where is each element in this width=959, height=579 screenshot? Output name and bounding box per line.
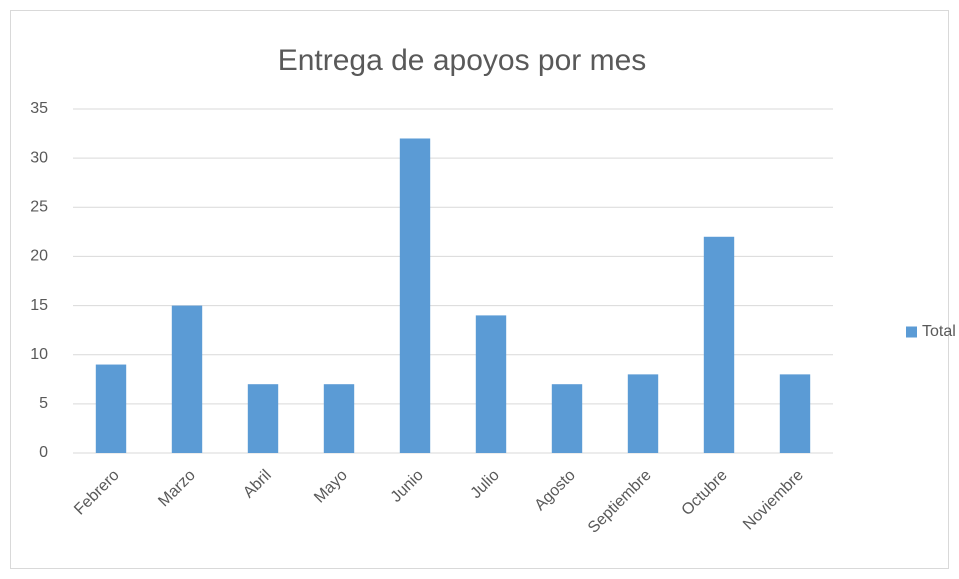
- y-tick-label: 20: [30, 248, 48, 265]
- y-tick-label: 35: [30, 100, 48, 117]
- bar: [475, 315, 507, 453]
- bar: [171, 305, 203, 453]
- y-tick-label: 5: [39, 395, 48, 412]
- y-tick-label: 15: [30, 297, 48, 314]
- chart-title: Entrega de apoyos por mes: [278, 44, 647, 77]
- y-tick-label: 10: [30, 346, 48, 363]
- y-tick-label: 25: [30, 199, 48, 216]
- bar: [703, 236, 735, 453]
- legend-label: Total: [922, 323, 956, 340]
- y-tick-label: 30: [30, 149, 48, 166]
- bar: [627, 374, 659, 453]
- bar: [779, 374, 811, 453]
- bar: [399, 138, 431, 453]
- bar: [323, 384, 355, 453]
- bar: [551, 384, 583, 453]
- legend-swatch: [906, 326, 917, 338]
- bar: [95, 364, 127, 453]
- chart-border: [10, 10, 949, 569]
- y-tick-label: 0: [39, 444, 48, 461]
- bar: [247, 384, 279, 453]
